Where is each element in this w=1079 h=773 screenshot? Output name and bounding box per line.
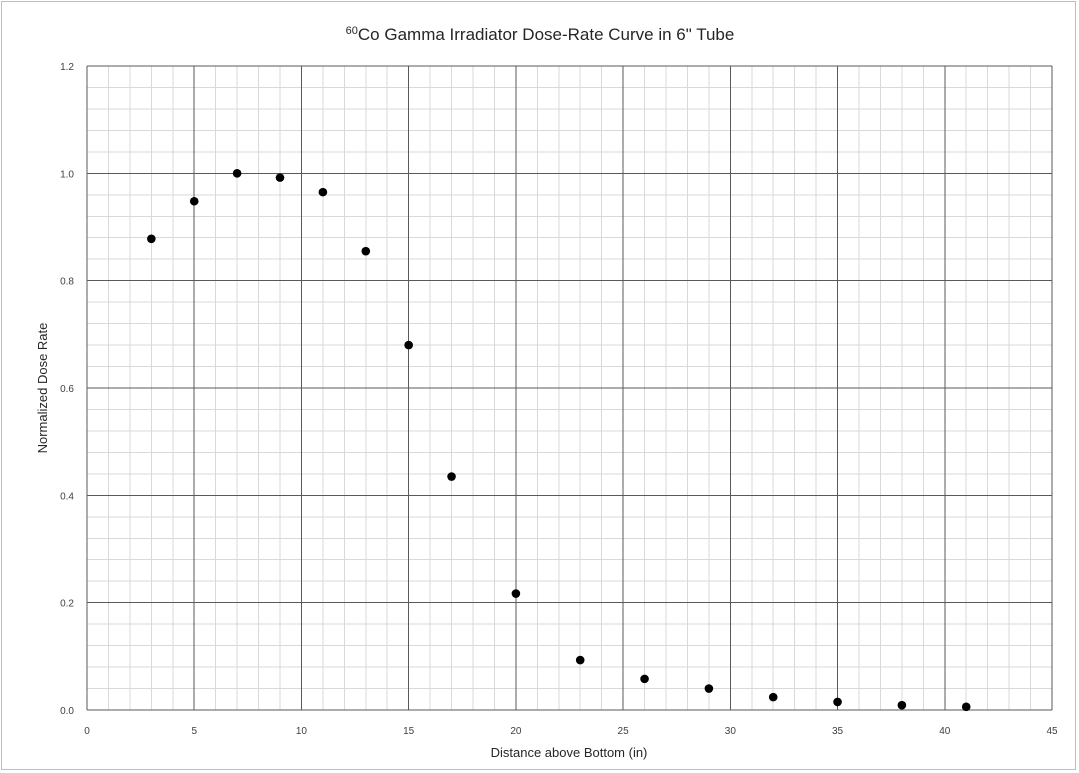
x-tick-label: 45 <box>1046 726 1058 737</box>
data-point <box>447 472 456 481</box>
data-point <box>897 700 907 710</box>
data-point <box>575 655 585 665</box>
data-point <box>232 169 242 178</box>
x-tick-labels: 0 5 10 15 20 25 30 35 40 45 <box>84 726 1058 737</box>
data-point <box>318 187 328 197</box>
data-point <box>189 196 199 206</box>
x-tick-label: 5 <box>191 726 197 737</box>
data-point <box>961 702 971 712</box>
y-tick-label: 0.4 <box>60 491 74 502</box>
major-gridlines <box>86 65 1053 711</box>
x-tick-label: 35 <box>832 726 844 737</box>
data-point <box>147 234 156 244</box>
y-tick-label: 0.8 <box>60 277 74 288</box>
x-tick-label: 25 <box>618 726 630 737</box>
data-point <box>768 692 778 702</box>
y-tick-labels: 0.0 0.2 0.4 0.6 0.8 1.0 1.2 <box>60 62 74 717</box>
data-point <box>275 173 285 182</box>
y-tick-label: 0.2 <box>60 599 74 610</box>
y-tick-label: 0.6 <box>60 384 74 395</box>
x-tick-label: 0 <box>84 726 90 737</box>
y-axis-label: Normalized Dose Rate <box>35 323 50 454</box>
x-axis-label: Distance above Bottom (in) <box>491 745 648 760</box>
title-main: Co Gamma Irradiator Dose-Rate Curve in 6… <box>358 25 734 44</box>
data-point <box>704 684 714 693</box>
x-tick-label: 20 <box>510 726 522 737</box>
title-superscript: 60 <box>346 25 358 37</box>
y-tick-label: 0.0 <box>60 706 74 717</box>
data-points <box>147 169 971 712</box>
data-point <box>640 674 649 684</box>
x-tick-label: 15 <box>403 726 415 737</box>
data-point <box>511 589 521 598</box>
y-tick-label: 1.2 <box>60 62 74 73</box>
x-tick-label: 40 <box>939 726 951 737</box>
x-tick-label: 10 <box>296 726 308 737</box>
x-tick-label: 30 <box>725 726 737 737</box>
y-tick-label: 1.0 <box>60 169 74 180</box>
data-point <box>833 697 842 707</box>
chart-title: 60Co Gamma Irradiator Dose-Rate Curve in… <box>346 25 735 44</box>
data-point <box>361 246 371 256</box>
data-point <box>404 340 413 350</box>
